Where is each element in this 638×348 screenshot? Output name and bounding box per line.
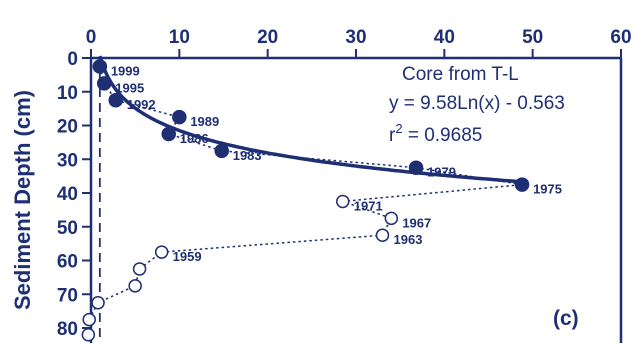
x-tick-label: 10	[169, 27, 190, 48]
open-point-marker	[132, 262, 147, 276]
open-point-marker	[91, 295, 105, 310]
open-point-marker	[375, 228, 390, 242]
y-tick-label: 60	[57, 252, 78, 273]
filled-point-marker	[108, 92, 123, 108]
x-tick-label: 50	[522, 27, 543, 48]
x-tick-label: 40	[434, 27, 455, 48]
y-tick-label: 80	[57, 319, 78, 340]
fit-r-squared: r2 = 0.9685	[389, 121, 482, 146]
x-tick-label: 20	[257, 27, 278, 48]
point-year-label: 1959	[173, 249, 202, 264]
open-point-marker	[82, 312, 96, 327]
filled-point-marker	[214, 143, 229, 159]
point-year-label: 1995	[115, 80, 144, 95]
r2-value: = 0.9685	[403, 125, 483, 146]
open-point-marker	[128, 279, 142, 293]
point-year-label: 1992	[127, 97, 156, 112]
point-year-label: 1971	[354, 198, 383, 213]
filled-point-marker	[92, 59, 108, 74]
x-tick-label: 30	[345, 27, 366, 48]
panel-label: (c)	[553, 307, 579, 330]
point-year-label: 1999	[111, 63, 140, 78]
open-point-marker	[336, 194, 350, 209]
open-point-marker	[81, 328, 96, 342]
fit-equation: y = 9.58Ln(x) - 0.563	[389, 93, 565, 114]
filled-point-marker	[97, 76, 112, 91]
y-tick-label: 50	[57, 218, 78, 239]
filled-point-marker	[172, 109, 187, 125]
x-tick-label: 60	[610, 27, 631, 48]
y-tick-label: 30	[57, 150, 78, 171]
point-year-label: 1975	[533, 182, 562, 197]
open-point-marker	[154, 245, 169, 259]
point-year-label: 1989	[190, 114, 219, 129]
filled-point-marker	[408, 160, 424, 175]
filled-point-marker	[161, 126, 176, 142]
open-point-marker	[384, 211, 399, 226]
r2-superscript: 2	[395, 121, 402, 136]
fit-legend-label: Core from T-L	[402, 64, 519, 85]
point-year-label: 1967	[402, 215, 431, 230]
y-tick-label: 70	[57, 285, 78, 306]
filled-point-marker	[514, 177, 530, 192]
point-year-label: 1983	[233, 148, 262, 163]
point-labels: 1999 1995 1992 1989 1986 1983 1979 1975 1971 1967…	[111, 63, 562, 264]
y-tick-label: 20	[57, 117, 78, 138]
axes: 0 10 20 30 40 50 60 0 10 20 30 40 50 60 70 80	[57, 27, 632, 343]
y-tick-label: 10	[57, 83, 78, 104]
y-tick-label: 0	[67, 49, 78, 70]
y-tick-label: 40	[57, 184, 78, 205]
point-year-label: 1963	[394, 232, 423, 247]
points	[81, 59, 530, 342]
point-year-label: 1979	[427, 165, 456, 180]
point-year-label: 1986	[180, 131, 209, 146]
x-tick-label: 0	[86, 27, 97, 48]
y-axis-label: Sediment Depth (cm)	[10, 90, 35, 310]
r2-prefix: r	[389, 125, 396, 146]
